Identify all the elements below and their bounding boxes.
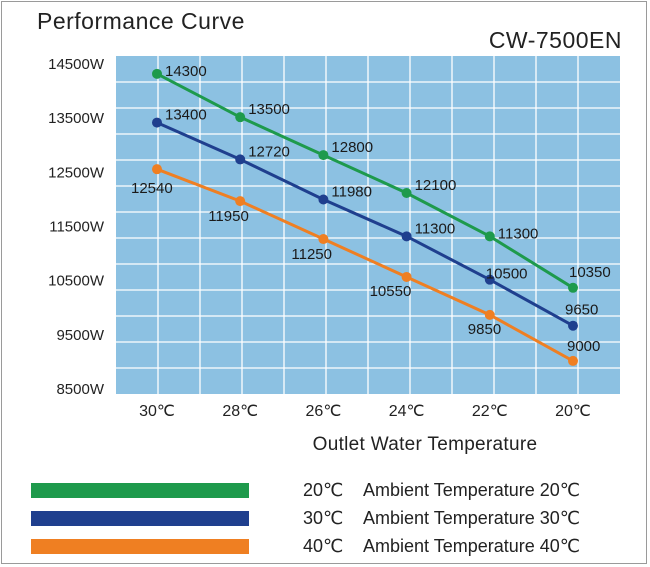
y-tick-label: 10500W [48,273,105,290]
x-tick-label: 28℃ [222,403,258,420]
series-30-point [401,231,412,242]
series-20-data-label: 12800 [331,139,373,156]
x-tick-label: 22℃ [472,403,508,420]
series-40-data-label: 11250 [291,246,332,263]
series-20-point [568,282,578,293]
legend-temp-label: 40℃ [303,536,344,556]
legend-temp-label: 30℃ [303,508,344,528]
series-40-point [235,196,246,207]
legend-item-30: 30℃ Ambient Temperature 30℃ [31,508,621,528]
series-40-data-label: 10550 [370,283,412,300]
series-30-point [568,320,578,331]
series-30-point [484,274,495,285]
series-30-data-label: 13400 [165,107,207,124]
series-40-data-label: 9000 [567,338,600,355]
series-30-data-label: 9650 [565,302,598,319]
y-tick-label: 13500W [48,110,105,127]
series-40-data-label: 11950 [208,208,249,225]
series-20-data-label: 10350 [569,264,611,281]
y-tick-label: 8500W [56,381,104,398]
series-20-point [484,231,495,242]
series-40-line [156,167,574,363]
y-tick-label: 9500W [56,327,104,344]
series-20-point [401,188,412,198]
series-40-data-label: 9850 [468,321,501,338]
x-axis-title: Outlet Water Temperature [313,434,538,455]
legend-desc-label: Ambient Temperature 40℃ [363,536,580,556]
legend-desc-label: Ambient Temperature 20℃ [363,480,580,500]
series-20-line [156,72,574,290]
model-label: CW-7500EN [488,27,622,53]
series-20-data-label: 11300 [498,225,539,242]
legend-swatch-green [31,483,249,498]
series-20-point [235,112,246,123]
series-40-point [152,164,162,175]
series-20-point [152,68,162,79]
series-40-data-label: 12540 [131,180,173,197]
series-30-line [156,121,574,328]
chart-title: Performance Curve [37,8,245,34]
series-40-point [484,309,495,320]
y-tick-label: 12500W [48,164,105,181]
x-tick-label: 20℃ [555,403,591,420]
legend-item-20: 20℃ Ambient Temperature 20℃ [31,480,621,500]
series-30-data-label: 11300 [415,220,456,237]
series-30-point [235,154,246,165]
x-tick-label: 26℃ [306,403,342,420]
legend-swatch-orange [31,539,249,554]
legend-swatch-blue [31,511,249,526]
series-20-data-label: 13500 [248,101,290,118]
series-20-point [318,150,329,161]
series-30-data-label: 12720 [248,143,290,160]
series-30-data-label: 10500 [486,266,528,283]
series-20-data-label: 12100 [415,177,457,194]
y-tick-label: 11500W [49,219,105,236]
x-tick-label: 24℃ [389,403,425,420]
x-tick-label: 30℃ [139,403,175,420]
series-20-data-label: 14300 [165,63,207,80]
series-30-data-label: 11980 [331,184,372,201]
legend-temp-label: 20℃ [303,480,344,500]
performance-chart: 14500W 13500W 12500W 11500W 10500W 9500W 8500W… [48,56,620,455]
legend-desc-label: Ambient Temperature 30℃ [363,508,580,528]
y-tick-label: 14500W [48,56,105,73]
series-30-point [152,117,162,128]
legend-item-40: 40℃ Ambient Temperature 40℃ [31,536,621,556]
series-40-point [401,271,412,282]
series-40-point [318,234,329,245]
series-30-point [318,194,329,205]
series-40-point [568,355,578,366]
